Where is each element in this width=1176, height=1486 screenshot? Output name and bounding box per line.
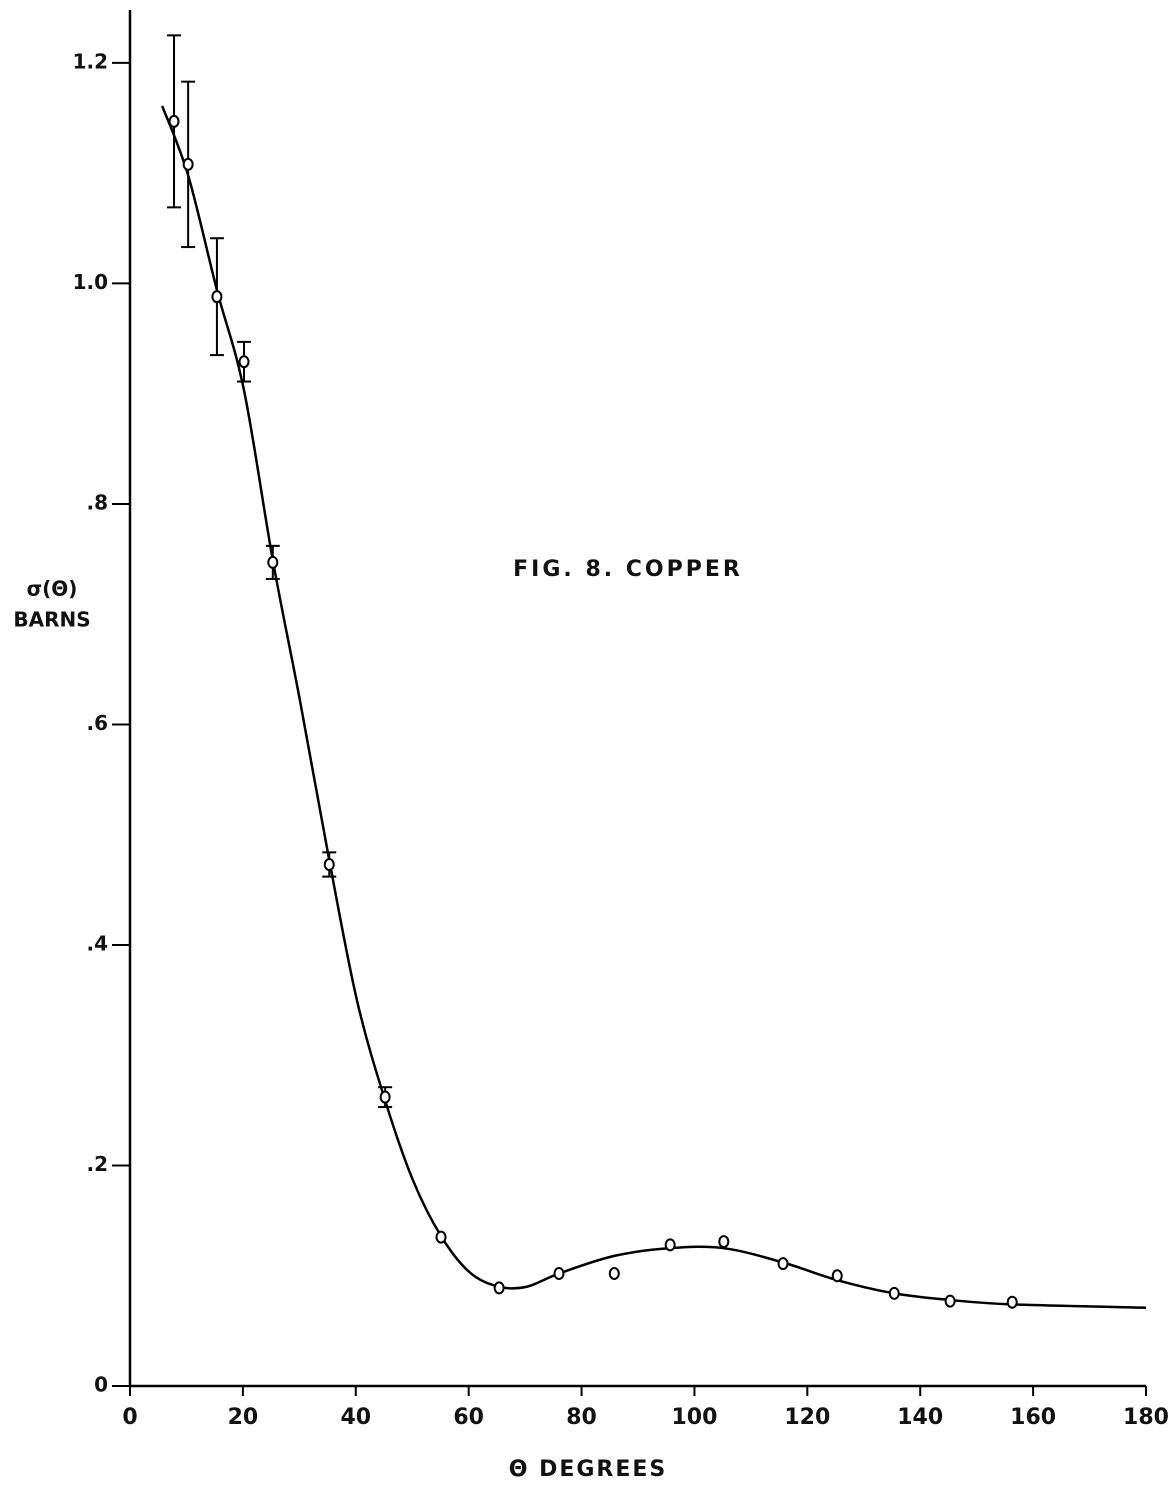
data-point <box>608 1267 620 1281</box>
y-tick-label: .6 <box>86 711 108 735</box>
x-tick-label: 40 <box>340 1405 371 1430</box>
y-tick-label: 1.0 <box>73 270 108 294</box>
x-tick-label: 60 <box>453 1405 484 1430</box>
data-point <box>1006 1295 1018 1309</box>
x-tick-label: 100 <box>671 1405 717 1430</box>
data-point <box>182 157 194 171</box>
y-tick-label: 1.2 <box>73 49 108 73</box>
chart-title: FIG. 8. COPPER <box>513 557 743 582</box>
data-point <box>435 1230 447 1244</box>
x-tick-label: 120 <box>784 1405 830 1430</box>
x-axis-label: Θ DEGREES <box>509 1457 668 1482</box>
fit-curve <box>161 105 1147 1309</box>
data-point <box>777 1257 789 1271</box>
data-point <box>267 555 279 569</box>
data-point <box>664 1238 676 1252</box>
data-point <box>493 1281 505 1295</box>
data-point <box>168 114 180 128</box>
data-point <box>238 355 250 369</box>
y-tick-label: .4 <box>86 931 108 955</box>
y-axis-label: σ(Θ) <box>27 577 78 601</box>
data-point <box>944 1294 956 1308</box>
x-tick-label: 0 <box>122 1405 137 1430</box>
x-tick-label: 140 <box>897 1405 943 1430</box>
x-tick-label: 180 <box>1123 1405 1169 1430</box>
data-point <box>323 857 335 871</box>
x-tick-label: 20 <box>228 1405 259 1430</box>
x-tick-label: 160 <box>1010 1405 1056 1430</box>
x-tick-label: 80 <box>566 1405 597 1430</box>
y-tick-label: .2 <box>86 1152 108 1176</box>
data-point <box>211 290 223 304</box>
data-point <box>718 1235 730 1249</box>
data-point <box>888 1286 900 1300</box>
data-point <box>379 1090 391 1104</box>
data-point <box>553 1267 565 1281</box>
y-tick-label: 0 <box>94 1373 108 1397</box>
y-axis-label: BARNS <box>13 608 90 632</box>
y-tick-label: .8 <box>86 490 108 514</box>
data-point <box>831 1269 843 1283</box>
